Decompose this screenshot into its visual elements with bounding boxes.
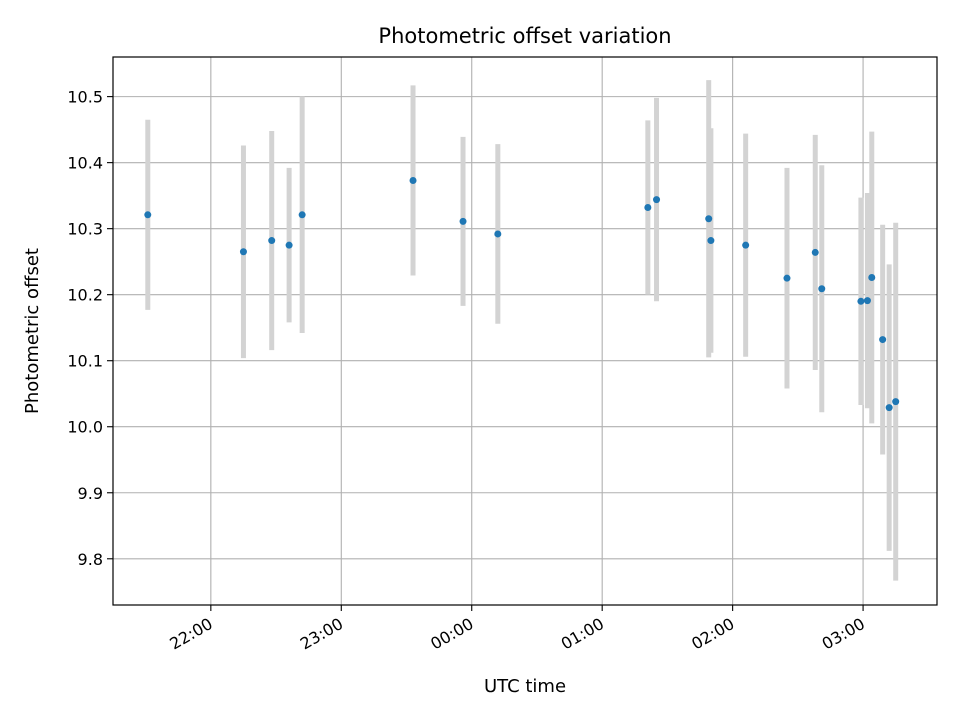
- y-tick-label: 10.4: [67, 154, 103, 173]
- x-tick-label: 22:00: [166, 614, 215, 654]
- data-point: [742, 241, 750, 249]
- y-tick-label: 10.2: [67, 286, 103, 305]
- data-point: [239, 248, 247, 256]
- plot-frame: [112, 56, 938, 606]
- x-axis-title: UTC time: [484, 676, 566, 697]
- error-bars: [145, 80, 899, 581]
- y-axis-title: Photometric offset: [22, 248, 43, 414]
- data-point: [811, 248, 819, 256]
- x-tick-label: 02:00: [688, 614, 737, 654]
- data-point: [459, 217, 467, 225]
- data-point: [144, 211, 152, 219]
- data-point: [783, 274, 791, 282]
- data-point: [857, 297, 865, 305]
- data-point: [707, 237, 715, 245]
- y-tick-label: 9.9: [78, 484, 103, 503]
- y-tick-label: 10.1: [67, 352, 103, 371]
- y-tick-label: 10.0: [67, 418, 103, 437]
- data-point: [409, 176, 417, 184]
- data-points: [144, 176, 900, 412]
- data-point: [653, 196, 661, 204]
- x-tick-label: 03:00: [819, 614, 868, 654]
- y-tick-label: 10.5: [67, 88, 103, 107]
- data-point: [885, 404, 893, 412]
- x-tick-label: 00:00: [427, 614, 476, 654]
- data-point: [863, 297, 871, 305]
- data-point: [879, 336, 887, 344]
- chart-title: Photometric offset variation: [378, 24, 671, 48]
- data-point: [298, 211, 306, 219]
- y-tick-label: 9.8: [78, 550, 103, 569]
- x-axis-ticks: 22:00 23:00 00:00 01:00 02:00 03:00: [166, 605, 868, 654]
- data-point: [644, 204, 652, 212]
- y-tick-label: 10.3: [67, 220, 103, 239]
- data-point: [892, 398, 900, 406]
- data-point: [868, 274, 876, 282]
- x-tick-label: 23:00: [297, 614, 346, 654]
- x-tick-label: 01:00: [558, 614, 607, 654]
- y-axis-ticks: 9.8 9.9 10.0 10.1 10.2 10.3 10.4 10.5: [67, 88, 113, 569]
- data-point: [705, 215, 713, 223]
- data-point: [268, 237, 276, 245]
- data-point: [494, 230, 502, 238]
- data-point: [818, 285, 826, 293]
- data-point: [285, 241, 293, 249]
